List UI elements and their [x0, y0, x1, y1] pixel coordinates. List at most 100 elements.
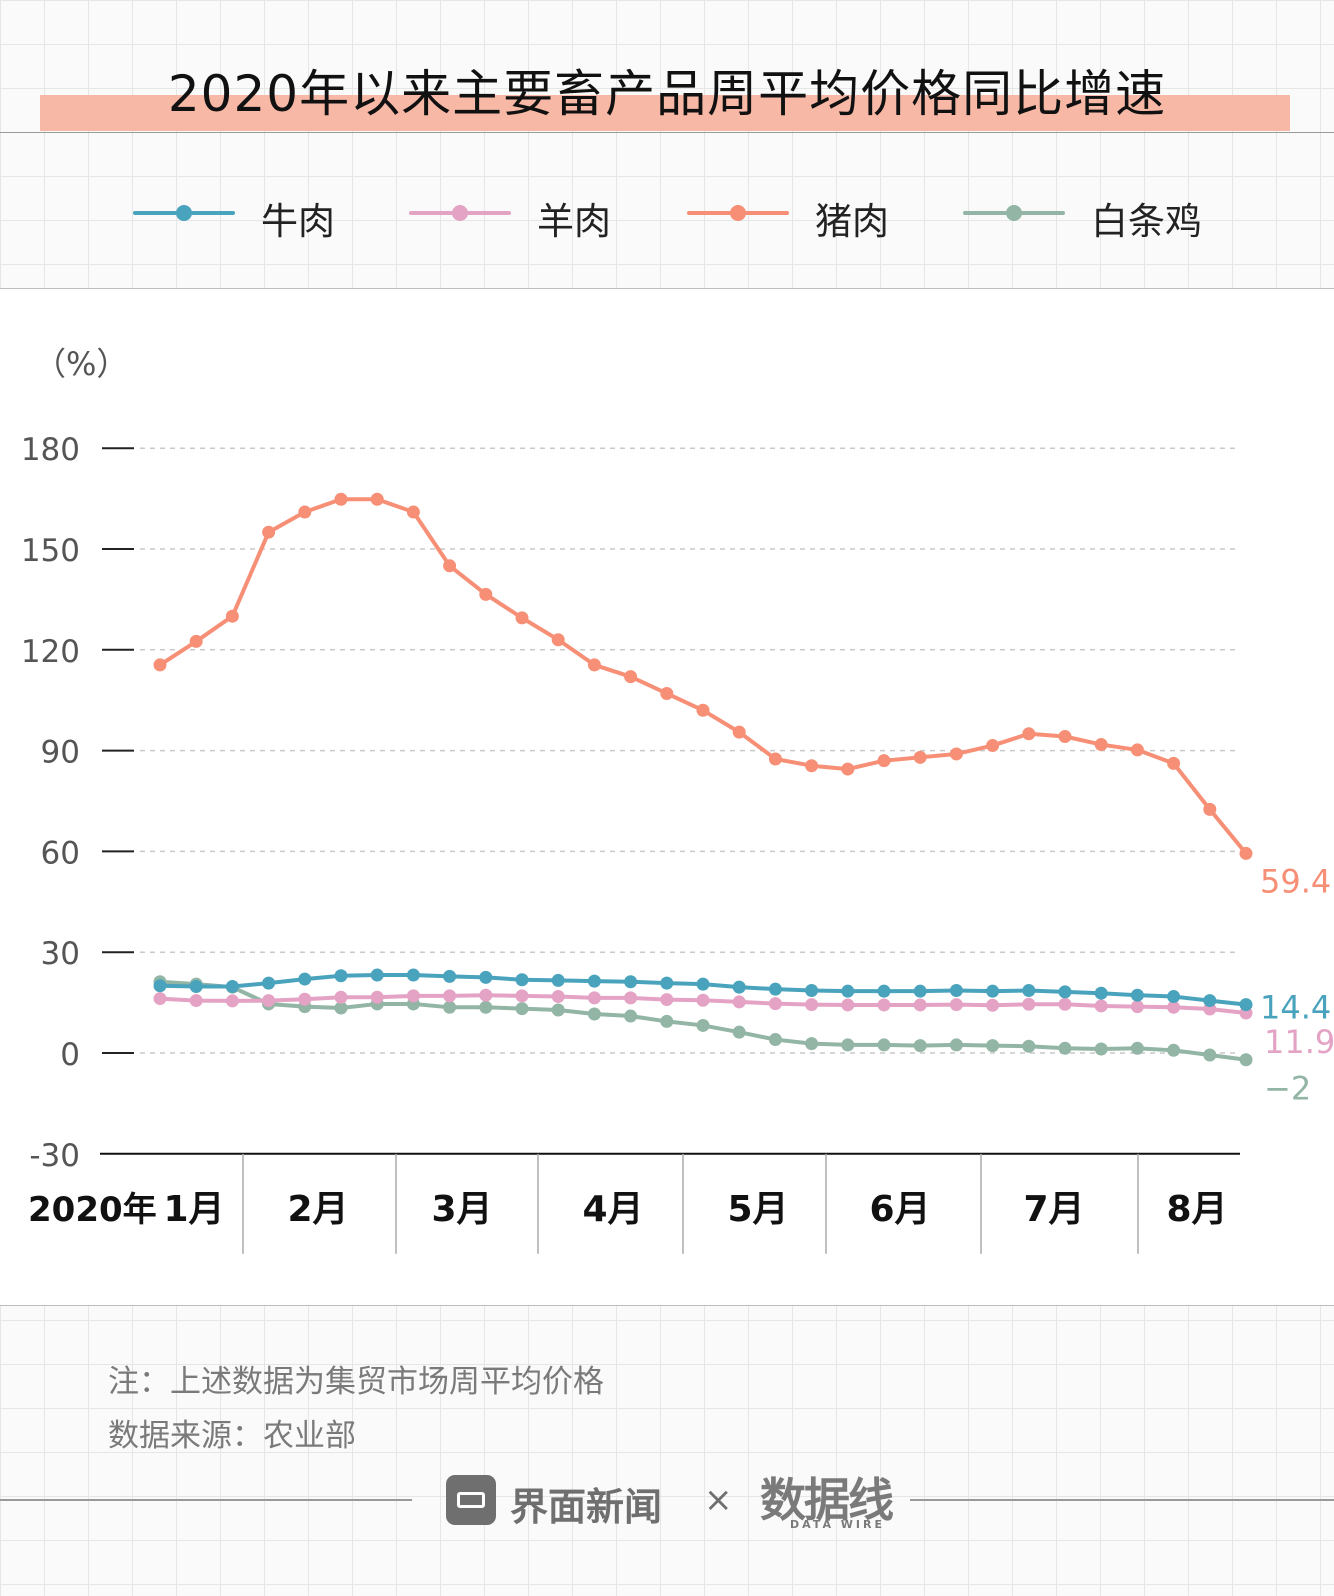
- data-point: [225, 609, 239, 623]
- data-point: [298, 992, 312, 1006]
- data-point: [370, 968, 384, 982]
- data-point: [1058, 997, 1072, 1011]
- x-month-label: 5月: [727, 1189, 788, 1230]
- data-point: [334, 990, 348, 1004]
- data-point: [1130, 988, 1144, 1002]
- data-point: [913, 998, 927, 1012]
- data-point: [913, 984, 927, 998]
- y-tick-label: -30: [29, 1138, 80, 1174]
- legend-dot-chicken: [1006, 205, 1022, 221]
- data-point: [1058, 985, 1072, 999]
- data-point: [551, 973, 565, 987]
- data-point: [370, 990, 384, 1004]
- y-tick-label: 60: [41, 835, 80, 871]
- data-point: [624, 670, 638, 684]
- data-point: [153, 658, 167, 672]
- data-point: [443, 969, 457, 983]
- data-point: [696, 977, 710, 991]
- legend-label-chicken: 白条鸡: [1091, 200, 1202, 243]
- data-point: [443, 559, 457, 573]
- data-point: [949, 984, 963, 998]
- data-point: [551, 633, 565, 647]
- data-point: [153, 992, 167, 1006]
- legend-dot-beef: [176, 205, 192, 221]
- data-point: [877, 984, 891, 998]
- data-point: [515, 973, 529, 987]
- data-point: [1094, 999, 1108, 1013]
- data-point: [768, 982, 782, 996]
- y-tick-label: 150: [21, 533, 80, 569]
- data-point: [949, 1038, 963, 1052]
- data-point: [877, 754, 891, 768]
- data-point: [986, 984, 1000, 998]
- data-point: [334, 492, 348, 506]
- data-point: [732, 995, 746, 1009]
- data-point: [334, 1001, 348, 1015]
- data-point: [949, 998, 963, 1012]
- x-month-label: 6月: [869, 1189, 930, 1230]
- y-unit-label: （%）: [34, 345, 128, 383]
- legend-dot-mutton: [452, 205, 468, 221]
- data-point: [877, 998, 891, 1012]
- data-point: [913, 750, 927, 764]
- title-highlight-band: [40, 95, 1290, 131]
- data-point: [841, 998, 855, 1012]
- x-month-label: 1月: [163, 1189, 224, 1230]
- data-point: [696, 703, 710, 717]
- data-point: [587, 1007, 601, 1021]
- data-point: [587, 991, 601, 1005]
- data-point: [768, 997, 782, 1011]
- line-chart: （%） 180 150 120 90 60 30 0 -30 2020年 1月 2月 3月 4月 5月 6月 7…: [21, 345, 1334, 1254]
- data-point: [1058, 729, 1072, 743]
- data-point: [696, 1018, 710, 1032]
- data-point: [1167, 990, 1181, 1004]
- data-point: [443, 989, 457, 1003]
- data-point: [479, 1000, 493, 1014]
- data-point: [225, 979, 239, 993]
- data-point: [1130, 743, 1144, 757]
- data-point: [153, 979, 167, 993]
- data-point: [841, 762, 855, 776]
- data-point: [479, 988, 493, 1002]
- data-point: [551, 1003, 565, 1017]
- data-point: [1094, 986, 1108, 1000]
- data-point: [805, 998, 819, 1012]
- y-tick-label: 90: [41, 735, 80, 771]
- data-point: [624, 1009, 638, 1023]
- data-point: [587, 974, 601, 988]
- data-point: [986, 998, 1000, 1012]
- data-point: [1022, 1039, 1036, 1053]
- data-point: [732, 980, 746, 994]
- data-point: [1022, 997, 1036, 1011]
- x-month-label: 3月: [431, 1189, 492, 1230]
- footer-rule-left: [0, 1499, 412, 1501]
- legend: 牛肉 羊肉 猪肉 白条鸡: [0, 188, 1334, 243]
- footer-rule-right: [910, 1499, 1334, 1501]
- chart-title: 2020年以来主要畜产品周平均价格同比增速: [167, 65, 1167, 123]
- title-area: 2020年以来主要畜产品周平均价格同比增速: [0, 60, 1334, 140]
- data-point: [479, 587, 493, 601]
- end-value-label: 11.9: [1264, 1023, 1334, 1061]
- data-point: [1167, 756, 1181, 770]
- data-point: [986, 1039, 1000, 1053]
- data-point: [805, 1037, 819, 1051]
- x-month-label: 2月: [287, 1189, 348, 1230]
- data-point: [696, 993, 710, 1007]
- title-rule: [0, 132, 1334, 133]
- times-sign: ×: [704, 1480, 733, 1520]
- data-point: [1167, 1043, 1181, 1057]
- data-point: [370, 492, 384, 506]
- y-tick-label: 180: [21, 432, 80, 468]
- data-point: [624, 975, 638, 989]
- data-point: [660, 976, 674, 990]
- data-point: [298, 972, 312, 986]
- data-point: [1130, 1041, 1144, 1055]
- data-point: [805, 759, 819, 773]
- data-point: [877, 1038, 891, 1052]
- data-point: [1094, 1042, 1108, 1056]
- chart-panel: （%） 180 150 120 90 60 30 0 -30 2020年 1月 2月 3月 4月 5月 6月 7…: [0, 288, 1334, 1306]
- data-point: [768, 1033, 782, 1047]
- legend-label-beef: 牛肉: [261, 200, 335, 243]
- data-point: [406, 989, 420, 1003]
- legend-label-mutton: 羊肉: [537, 200, 611, 243]
